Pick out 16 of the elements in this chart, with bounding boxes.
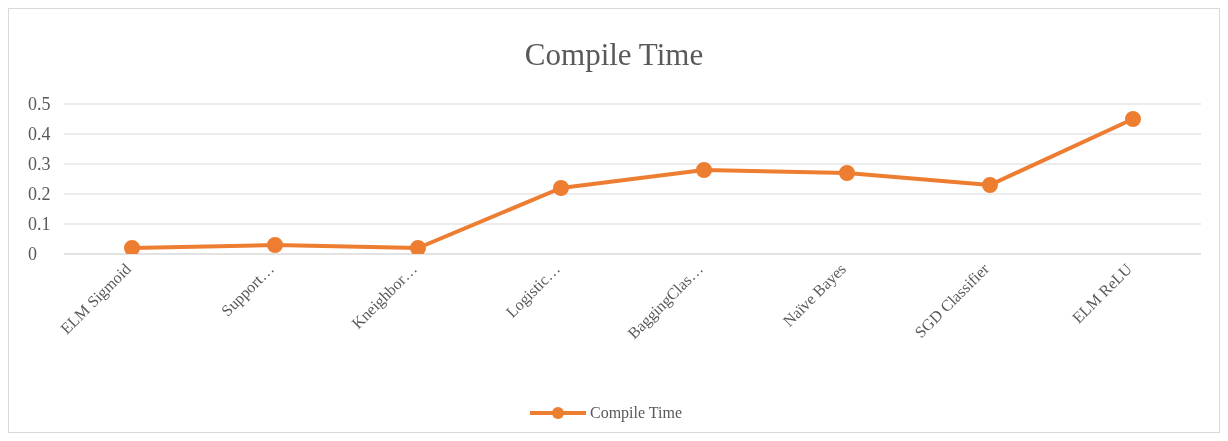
y-tick-label: 0.1 — [28, 214, 51, 235]
point — [1125, 111, 1141, 127]
point — [410, 240, 426, 254]
point — [124, 240, 140, 254]
point — [839, 165, 855, 181]
legend-label: Compile Time — [589, 404, 683, 422]
y-tick-label: 0.5 — [28, 94, 51, 115]
y-tick-label: 0.4 — [28, 124, 51, 145]
point — [267, 237, 283, 253]
chart-title: Compile Time — [523, 37, 705, 73]
point — [696, 162, 712, 178]
point — [982, 177, 998, 193]
y-tick-label: 0 — [28, 244, 37, 265]
y-tick-label: 0.3 — [28, 154, 51, 175]
y-tick-label: 0.2 — [28, 184, 51, 205]
point — [553, 180, 569, 196]
